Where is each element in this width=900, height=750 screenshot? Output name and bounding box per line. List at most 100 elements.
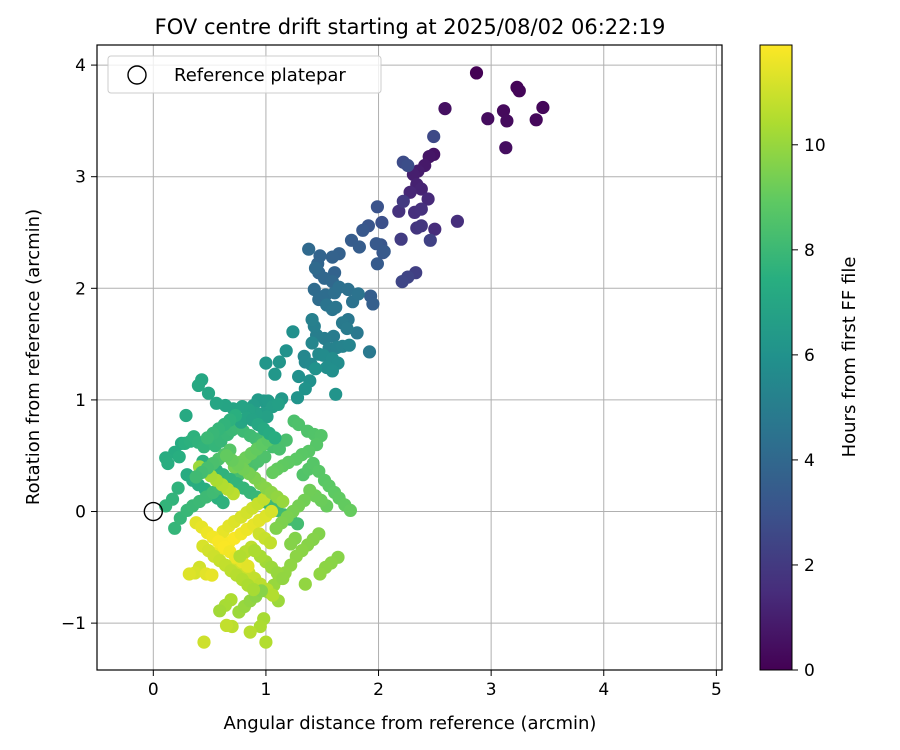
data-point-336 <box>268 431 282 445</box>
data-point-102 <box>259 356 273 370</box>
data-point-99 <box>279 344 293 358</box>
x-tick-label-2: 2 <box>373 680 384 700</box>
data-point-5 <box>496 104 511 118</box>
data-point-65 <box>351 287 365 301</box>
y-tick-label-1: 0 <box>75 503 86 523</box>
data-point-233 <box>313 567 327 581</box>
data-point-148 <box>292 417 306 432</box>
data-point-236 <box>284 537 298 551</box>
data-point-2 <box>512 84 526 98</box>
x-axis: 0 1 2 3 4 5 <box>148 670 722 700</box>
chart-title: FOV centre drift starting at 2025/08/02 … <box>155 15 666 39</box>
data-point-101 <box>272 355 286 369</box>
data-point-68 <box>329 300 343 314</box>
data-point-35 <box>375 215 389 230</box>
data-point-82 <box>342 338 356 352</box>
colorbar-tick-label-4: 8 <box>804 241 815 261</box>
colorbar-tick-label-5: 10 <box>804 136 826 156</box>
data-point-243 <box>197 635 211 649</box>
x-tick-label-4: 4 <box>598 680 609 700</box>
data-point-170 <box>168 521 182 535</box>
legend-open-circle-icon <box>127 65 147 85</box>
data-point-73 <box>340 321 354 336</box>
data-point-70 <box>350 326 364 340</box>
data-point-7 <box>481 112 495 126</box>
data-point-119 <box>201 386 216 400</box>
colorbar-label: Hours from first FF file <box>839 257 860 458</box>
data-point-71 <box>362 345 377 359</box>
data-point-32 <box>427 129 441 144</box>
data-point-27 <box>394 232 408 246</box>
data-point-22 <box>414 202 428 216</box>
data-point-56 <box>302 242 316 256</box>
data-point-146 <box>279 433 293 447</box>
data-point-347 <box>276 494 290 509</box>
data-point-23 <box>392 204 406 218</box>
data-point-145 <box>272 442 286 456</box>
data-point-118 <box>209 396 223 410</box>
data-point-315 <box>233 549 247 563</box>
data-point-83 <box>305 336 319 350</box>
data-point-57 <box>308 261 323 275</box>
data-point-20 <box>450 214 464 228</box>
y-axis: −1 0 1 2 3 4 <box>61 56 97 634</box>
y-tick-label-0: −1 <box>61 614 86 634</box>
data-point-357 <box>276 571 290 586</box>
data-point-299 <box>241 559 255 573</box>
data-point-3 <box>536 100 550 115</box>
data-point-342 <box>200 431 214 445</box>
y-tick-label-2: 1 <box>75 391 86 411</box>
data-point-8 <box>499 141 513 155</box>
x-tick-label-5: 5 <box>711 680 722 700</box>
y-axis-label: Rotation from reference (arcmin) <box>23 209 44 505</box>
x-tick-label-3: 3 <box>486 680 497 700</box>
data-point-242 <box>219 618 234 633</box>
data-point-126 <box>161 456 175 471</box>
data-point-40 <box>356 223 370 237</box>
data-point-19 <box>428 222 442 236</box>
x-tick-label-1: 1 <box>261 680 272 700</box>
data-point-42 <box>377 244 391 259</box>
data-point-112 <box>260 410 274 424</box>
data-point-97 <box>329 387 343 401</box>
data-point-213 <box>303 483 317 497</box>
data-point-96 <box>298 382 312 396</box>
data-point-259 <box>264 504 279 519</box>
data-point-269 <box>213 604 227 618</box>
data-point-26 <box>396 194 410 208</box>
data-point-309 <box>246 583 261 597</box>
data-point-100 <box>290 391 305 405</box>
data-point-58 <box>307 282 321 296</box>
data-point-266 <box>266 588 280 602</box>
data-point-127 <box>172 450 186 464</box>
data-point-199 <box>290 517 305 531</box>
data-point-25 <box>414 219 428 233</box>
data-point-159 <box>266 465 280 480</box>
data-point-31 <box>395 275 409 289</box>
data-point-111 <box>271 397 285 411</box>
colorbar-gradient <box>759 44 793 671</box>
colorbar-ticks: 0 2 4 6 8 10 <box>792 136 826 681</box>
data-point-16 <box>414 182 428 196</box>
data-point-209 <box>343 503 357 517</box>
data-point-4 <box>529 113 543 127</box>
data-point-92 <box>325 364 339 378</box>
data-point-63 <box>341 282 355 296</box>
legend-box <box>107 55 382 94</box>
data-point-34 <box>401 158 415 173</box>
colorbar: 0 2 4 6 8 10 Hours from first FF file <box>759 44 860 681</box>
y-tick-label-3: 2 <box>75 279 86 299</box>
legend-entry-reference-platepar: Reference platepar <box>174 65 346 86</box>
data-point-18 <box>421 192 435 206</box>
data-point-353 <box>219 449 234 463</box>
data-point-6 <box>500 114 514 128</box>
colorbar-tick-label-0: 0 <box>804 661 815 681</box>
data-point-359 <box>248 544 262 558</box>
data-point-43 <box>370 257 384 271</box>
data-point-249 <box>205 568 219 582</box>
data-point-244 <box>259 635 273 649</box>
data-point-122 <box>179 408 193 423</box>
data-point-9 <box>438 102 452 116</box>
colorbar-tick-label-1: 2 <box>804 556 815 576</box>
